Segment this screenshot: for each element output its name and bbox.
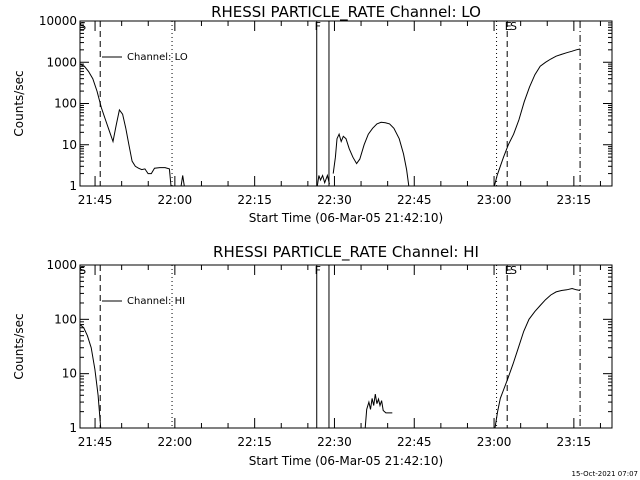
y-tick-label: 10 bbox=[62, 367, 77, 381]
event-marker-label: E bbox=[505, 20, 512, 33]
event-marker-label: S bbox=[510, 264, 517, 277]
y-tick-label: 100 bbox=[54, 312, 77, 326]
legend-entry: Channel: LO bbox=[127, 52, 188, 63]
x-tick-label: 21:45 bbox=[78, 193, 113, 207]
event-marker-label: F bbox=[315, 20, 321, 33]
event-marker-label: E bbox=[505, 264, 512, 277]
chart-panel-hi: RHESSI PARTICLE_RATE Channel: HI Counts/s… bbox=[12, 243, 613, 468]
render-timestamp: 15-Oct-2021 07:07 bbox=[572, 470, 638, 478]
event-marker-label: S bbox=[510, 20, 517, 33]
series-line bbox=[80, 63, 172, 186]
y-tick-label: 1000 bbox=[46, 55, 77, 69]
chart-panel-lo: RHESSI PARTICLE_RATE Channel: LO Counts/s… bbox=[12, 3, 613, 225]
x-tick-label: 23:15 bbox=[557, 435, 592, 449]
x-tick-label: 22:45 bbox=[397, 435, 432, 449]
y-tick-label: 10 bbox=[62, 138, 77, 152]
event-marker-label: S bbox=[79, 20, 86, 33]
chart-title: RHESSI PARTICLE_RATE Channel: HI bbox=[213, 243, 479, 262]
series-line bbox=[332, 121, 410, 186]
series-line bbox=[316, 173, 330, 186]
x-tick-label: 22:15 bbox=[237, 193, 272, 207]
x-tick-label: 23:00 bbox=[477, 435, 512, 449]
x-tick-label: 22:15 bbox=[237, 435, 272, 449]
y-axis-label: Counts/sec bbox=[12, 313, 26, 379]
x-tick-label: 22:30 bbox=[317, 193, 352, 207]
legend-entry: Channel: HI bbox=[127, 296, 185, 307]
y-tick-label: 1 bbox=[69, 421, 77, 435]
plot-frame bbox=[79, 20, 613, 187]
event-marker-label: S bbox=[79, 264, 86, 277]
x-tick-label: 23:00 bbox=[477, 193, 512, 207]
y-tick-label: 1000 bbox=[46, 258, 77, 272]
x-tick-label: 22:00 bbox=[158, 435, 193, 449]
y-axis-label: Counts/sec bbox=[12, 70, 26, 136]
series-line bbox=[493, 48, 581, 186]
x-axis-label: Start Time (06-Mar-05 21:42:10) bbox=[249, 454, 443, 468]
chart-title: RHESSI PARTICLE_RATE Channel: LO bbox=[211, 3, 481, 22]
y-tick-label: 10000 bbox=[39, 14, 77, 28]
x-tick-label: 22:00 bbox=[158, 193, 193, 207]
x-tick-label: 23:15 bbox=[557, 193, 592, 207]
plot-frame bbox=[79, 264, 613, 429]
y-tick-label: 100 bbox=[54, 97, 77, 111]
x-tick-label: 22:30 bbox=[317, 435, 352, 449]
event-marker-label: F bbox=[315, 264, 321, 277]
y-tick-label: 1 bbox=[69, 179, 77, 193]
x-tick-label: 21:45 bbox=[78, 435, 113, 449]
x-tick-label: 22:45 bbox=[397, 193, 432, 207]
series-line bbox=[80, 324, 102, 428]
series-line bbox=[494, 287, 581, 428]
x-axis-label: Start Time (06-Mar-05 21:42:10) bbox=[249, 211, 443, 225]
series-line bbox=[180, 175, 185, 186]
series-line bbox=[364, 394, 393, 428]
